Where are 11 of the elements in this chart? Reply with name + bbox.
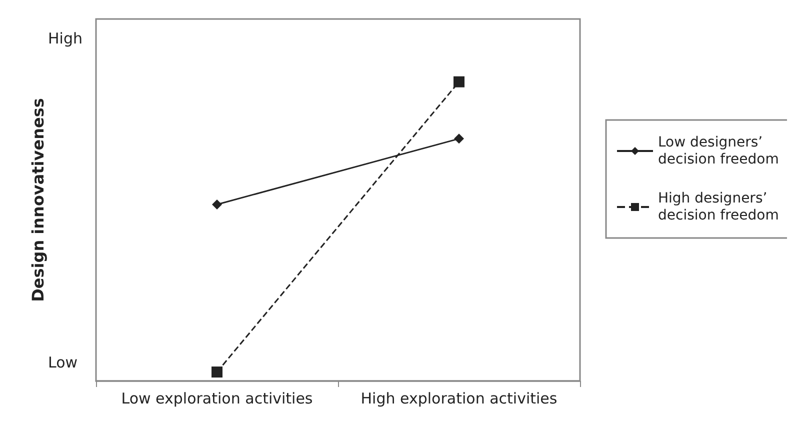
point [212, 366, 222, 378]
y-axis-title: Design innovativeness [28, 98, 48, 302]
x-tick-label: High exploration activities [360, 390, 558, 408]
x-tick-label: Low exploration activities [121, 390, 313, 408]
point [454, 134, 464, 144]
point [454, 76, 464, 88]
point [212, 199, 222, 210]
legend-label: Low designers’ decision freedom [658, 134, 779, 168]
legend-label: High designers’ decision freedom [658, 190, 779, 224]
text: High [48, 30, 82, 48]
text: Low [48, 354, 78, 372]
